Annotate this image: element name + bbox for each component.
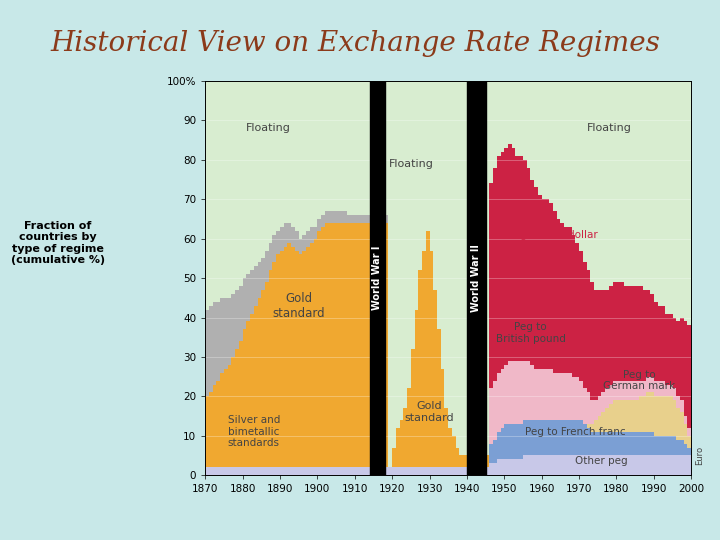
- Text: Silver and
bimetallic
standards: Silver and bimetallic standards: [228, 415, 280, 448]
- Text: Floating: Floating: [587, 123, 631, 133]
- Text: Gold
standard: Gold standard: [272, 292, 325, 320]
- Text: Historical View on Exchange Rate Regimes: Historical View on Exchange Rate Regimes: [50, 30, 660, 57]
- Text: World War II: World War II: [471, 244, 481, 312]
- Text: Other peg: Other peg: [575, 456, 628, 467]
- Text: World War I: World War I: [372, 246, 382, 310]
- Text: Peg to
British pound: Peg to British pound: [495, 322, 565, 344]
- Text: Euro: Euro: [695, 446, 704, 465]
- Text: Peg to
German mark: Peg to German mark: [603, 370, 675, 392]
- Text: Fraction of
countries by
type of regime
(cumulative %): Fraction of countries by type of regime …: [11, 221, 105, 265]
- Bar: [467, 81, 485, 475]
- Text: Floating: Floating: [388, 159, 433, 169]
- Text: Floating: Floating: [246, 123, 291, 133]
- Bar: [369, 81, 384, 475]
- Text: Peg to U.S. dollar: Peg to U.S. dollar: [508, 230, 598, 240]
- Text: Peg to French franc: Peg to French franc: [525, 427, 626, 437]
- Text: Gold
standard: Gold standard: [405, 401, 454, 423]
